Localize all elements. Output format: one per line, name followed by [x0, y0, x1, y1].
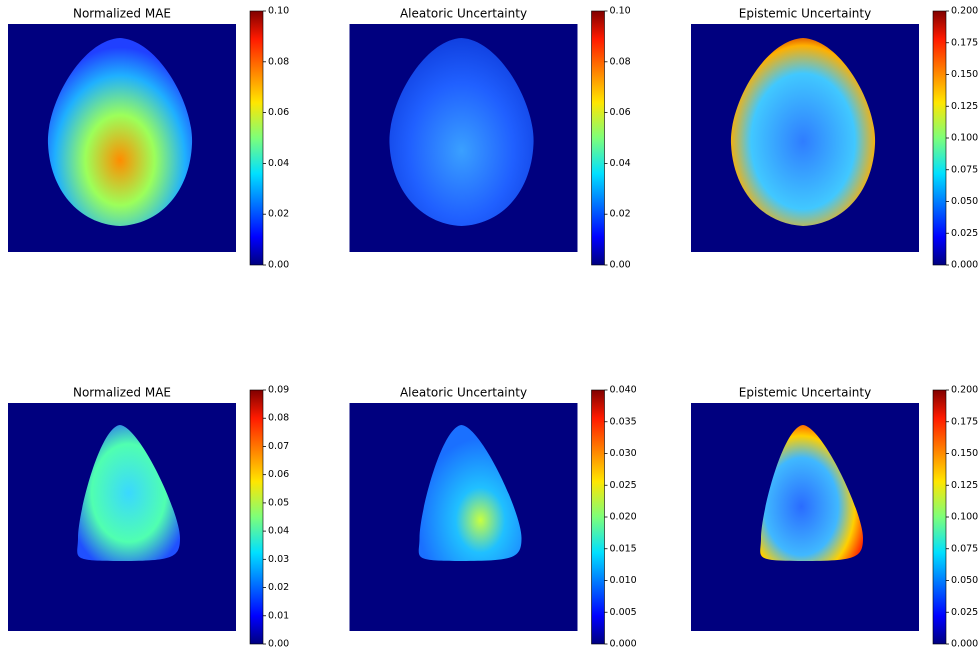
colorbar-tick-label: 0.02: [610, 209, 631, 220]
colorbar: [250, 11, 263, 265]
colorbar-tick-label: 0.04: [268, 526, 289, 537]
colorbar-tick-label: 0.030: [610, 448, 637, 459]
colorbar-tick-label: 0.02: [268, 209, 289, 220]
colorbar-tick-label: 0.04: [610, 158, 631, 169]
colorbar-tick-label: 0.100: [951, 512, 978, 523]
colorbar-tick-label: 0.050: [951, 575, 978, 586]
colorbar-tick-label: 0.05: [268, 497, 289, 508]
panel-title: Aleatoric Uncertainty: [400, 7, 527, 21]
colorbar-tick-label: 0.020: [610, 512, 637, 523]
colorbar-tick-label: 0.000: [951, 639, 978, 648]
colorbar-tick-label: 0.010: [610, 575, 637, 586]
colorbar: [250, 390, 263, 644]
colorbar-tick-label: 0.08: [268, 56, 289, 67]
colorbar-tick-label: 0.02: [268, 582, 289, 593]
colorbar-tick-label: 0.125: [951, 480, 978, 491]
colorbar-tick-label: 0.06: [268, 469, 289, 480]
colorbar-tick-label: 0.08: [268, 413, 289, 424]
panel-title: Epistemic Uncertainty: [739, 7, 871, 21]
panel-title: Normalized MAE: [73, 7, 171, 21]
colorbar: [933, 390, 946, 644]
colorbar-tick-label: 0.100: [951, 133, 978, 144]
colorbar-tick-label: 0.040: [610, 385, 637, 396]
colorbar-tick-label: 0.075: [951, 164, 978, 175]
colorbar-tick-label: 0.10: [610, 6, 631, 17]
colorbar: [592, 390, 605, 644]
colorbar-tick-label: 0.075: [951, 543, 978, 554]
colorbar-tick-label: 0.06: [610, 107, 631, 118]
colorbar-tick-label: 0.00: [268, 260, 289, 271]
colorbar-tick-label: 0.025: [951, 607, 978, 618]
panel-title: Epistemic Uncertainty: [739, 386, 871, 400]
colorbar-tick-label: 0.200: [951, 385, 978, 396]
figure: Normalized MAE 0.00 0.02 0.04 0.06 0.08 0.10 Al…: [0, 0, 979, 648]
colorbar-tick-label: 0.015: [610, 543, 637, 554]
colorbar-tick-label: 0.125: [951, 101, 978, 112]
colorbar-tick-label: 0.200: [951, 6, 978, 17]
colorbar-tick-label: 0.000: [951, 260, 978, 271]
colorbar-tick-label: 0.00: [268, 639, 289, 648]
colorbar-tick-label: 0.175: [951, 37, 978, 48]
colorbar-tick-label: 0.150: [951, 448, 978, 459]
colorbar-tick-label: 0.09: [268, 385, 289, 396]
colorbar-tick-label: 0.03: [268, 554, 289, 565]
colorbar-tick-label: 0.04: [268, 158, 289, 169]
colorbar-tick-label: 0.025: [951, 228, 978, 239]
colorbar-tick-label: 0.175: [951, 416, 978, 427]
colorbar-tick-label: 0.08: [610, 56, 631, 67]
panel-title: Aleatoric Uncertainty: [400, 386, 527, 400]
colorbar-tick-label: 0.07: [268, 441, 289, 452]
colorbar-tick-label: 0.01: [268, 610, 289, 621]
colorbar: [592, 11, 605, 265]
colorbar-tick-label: 0.000: [610, 639, 637, 648]
colorbar-tick-label: 0.035: [610, 416, 637, 427]
colorbar: [933, 11, 946, 265]
colorbar-tick-label: 0.00: [610, 260, 631, 271]
colorbar-tick-label: 0.050: [951, 196, 978, 207]
colorbar-tick-label: 0.005: [610, 607, 637, 618]
colorbar-tick-label: 0.10: [268, 6, 289, 17]
colorbar-tick-label: 0.150: [951, 69, 978, 80]
colorbar-tick-label: 0.025: [610, 480, 637, 491]
panel-title: Normalized MAE: [73, 386, 171, 400]
colorbar-tick-label: 0.06: [268, 107, 289, 118]
